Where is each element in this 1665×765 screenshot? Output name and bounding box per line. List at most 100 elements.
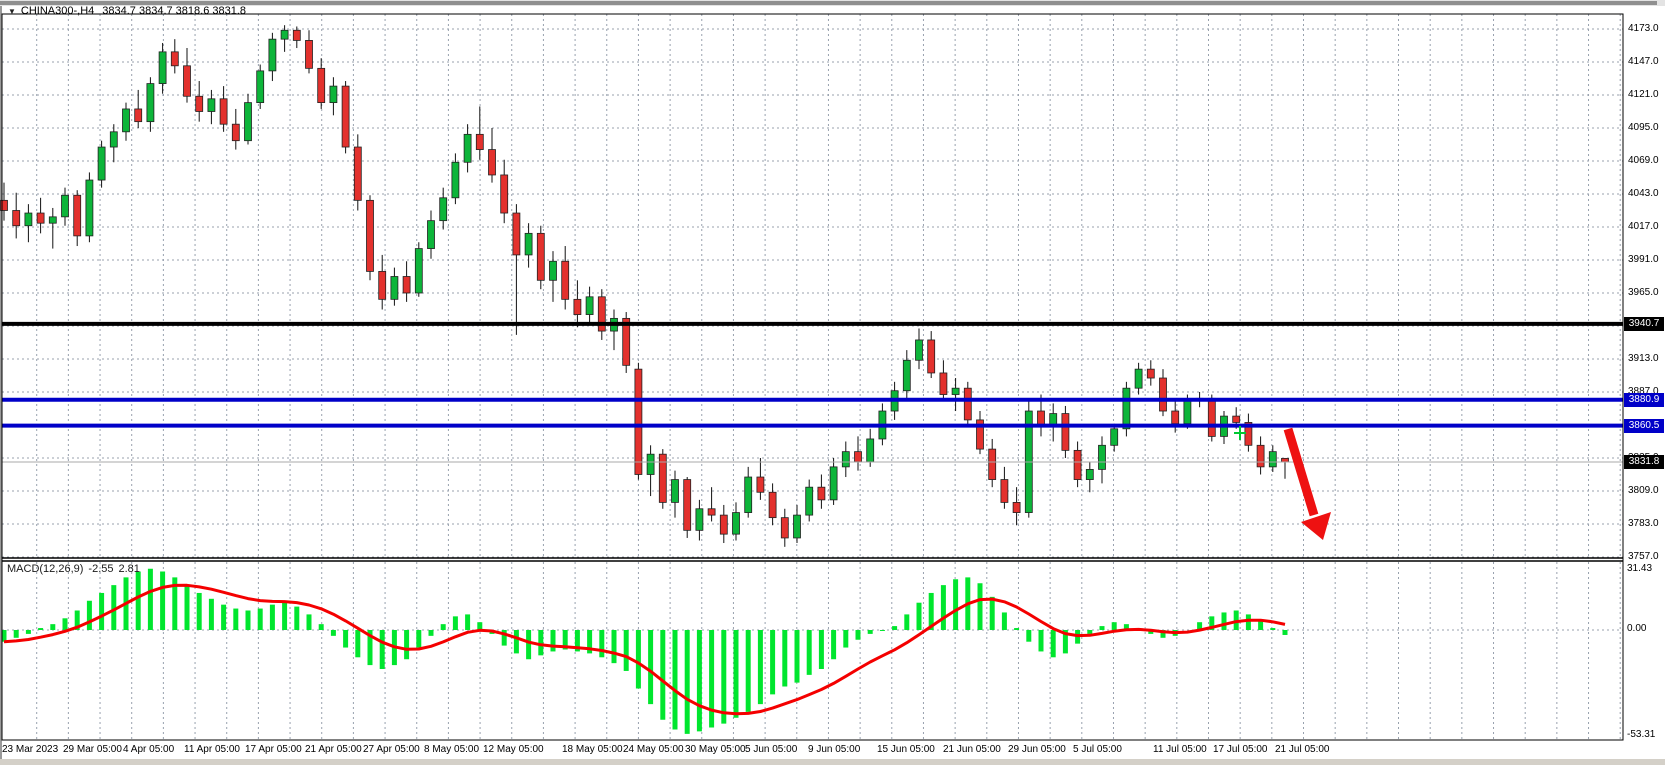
bull-candle[interactable] bbox=[109, 131, 118, 148]
bear-candle[interactable] bbox=[756, 476, 765, 493]
bear-candle[interactable] bbox=[1012, 502, 1021, 513]
bull-candle[interactable] bbox=[146, 83, 155, 123]
bear-candle[interactable] bbox=[1159, 377, 1167, 412]
bull-candle[interactable] bbox=[61, 194, 69, 218]
down-arrow-shaft[interactable] bbox=[1283, 427, 1319, 517]
bear-candle[interactable] bbox=[536, 232, 545, 281]
bear-candle[interactable] bbox=[134, 108, 143, 123]
bear-candle[interactable] bbox=[768, 491, 777, 519]
bear-candle[interactable] bbox=[0, 199, 8, 211]
bear-candle[interactable] bbox=[305, 40, 313, 69]
bear-candle[interactable] bbox=[963, 387, 972, 421]
bull-candle[interactable] bbox=[24, 212, 33, 227]
bull-candle[interactable] bbox=[951, 387, 960, 395]
bull-candle[interactable] bbox=[744, 476, 753, 513]
bull-candle[interactable] bbox=[866, 438, 875, 463]
bull-candle[interactable] bbox=[829, 466, 838, 501]
bear-candle[interactable] bbox=[73, 194, 82, 237]
bull-candle[interactable] bbox=[390, 276, 399, 300]
bull-candle[interactable] bbox=[646, 453, 655, 475]
bull-candle[interactable] bbox=[268, 38, 277, 72]
bear-candle[interactable] bbox=[939, 372, 948, 395]
bear-candle[interactable] bbox=[353, 146, 362, 201]
bear-candle[interactable] bbox=[1256, 444, 1265, 468]
bear-candle[interactable] bbox=[378, 271, 387, 300]
bear-candle[interactable] bbox=[475, 133, 484, 150]
bull-candle[interactable] bbox=[427, 220, 435, 249]
bull-candle[interactable] bbox=[1268, 451, 1277, 468]
bear-candle[interactable] bbox=[597, 296, 606, 332]
bear-candle[interactable] bbox=[36, 212, 45, 224]
bear-candle[interactable] bbox=[366, 199, 374, 272]
bear-candle[interactable] bbox=[1232, 415, 1241, 423]
bull-candle[interactable] bbox=[1122, 387, 1131, 430]
bull-candle[interactable] bbox=[585, 296, 594, 315]
bear-candle[interactable] bbox=[488, 149, 496, 176]
bull-candle[interactable] bbox=[256, 70, 265, 104]
bull-candle[interactable] bbox=[414, 248, 423, 294]
bull-candle[interactable] bbox=[439, 197, 448, 222]
bear-candle[interactable] bbox=[634, 368, 643, 475]
bear-candle[interactable] bbox=[170, 51, 179, 67]
bull-candle[interactable] bbox=[97, 146, 106, 181]
bull-candle[interactable] bbox=[207, 98, 216, 112]
bull-candle[interactable] bbox=[524, 232, 533, 256]
bear-candle[interactable] bbox=[292, 29, 301, 41]
horizontal-scrollbar[interactable] bbox=[0, 0, 1665, 6]
bear-candle[interactable] bbox=[683, 479, 692, 531]
bull-candle[interactable] bbox=[805, 486, 814, 516]
bear-candle[interactable] bbox=[12, 210, 21, 227]
bear-candle[interactable] bbox=[622, 317, 631, 366]
bull-candle[interactable] bbox=[1110, 428, 1119, 446]
bear-candle[interactable] bbox=[1281, 457, 1289, 463]
bear-candle[interactable] bbox=[341, 85, 350, 148]
bull-candle[interactable] bbox=[793, 514, 801, 539]
bear-candle[interactable] bbox=[1207, 397, 1216, 437]
bull-candle[interactable] bbox=[549, 260, 557, 281]
bull-candle[interactable] bbox=[902, 359, 911, 392]
bull-candle[interactable] bbox=[244, 102, 252, 142]
bear-candle[interactable] bbox=[854, 451, 862, 463]
bull-candle[interactable] bbox=[1134, 368, 1143, 389]
bull-candle[interactable] bbox=[158, 51, 167, 84]
bull-candle[interactable] bbox=[732, 512, 740, 535]
bear-candle[interactable] bbox=[231, 123, 240, 142]
bull-candle[interactable] bbox=[841, 451, 850, 468]
bear-candle[interactable] bbox=[195, 95, 204, 112]
bull-candle[interactable] bbox=[122, 108, 130, 133]
bear-candle[interactable] bbox=[817, 486, 826, 501]
bear-candle[interactable] bbox=[561, 260, 570, 300]
scrollbar-thumb[interactable] bbox=[0, 1, 1657, 5]
bear-candle[interactable] bbox=[219, 98, 228, 125]
bull-candle[interactable] bbox=[1098, 444, 1106, 470]
bear-candle[interactable] bbox=[780, 517, 789, 539]
bear-candle[interactable] bbox=[1171, 410, 1180, 425]
bull-candle[interactable] bbox=[451, 161, 460, 199]
bull-candle[interactable] bbox=[1183, 400, 1192, 425]
bull-candle[interactable] bbox=[1085, 469, 1094, 480]
bear-candle[interactable] bbox=[573, 298, 582, 315]
bear-candle[interactable] bbox=[1061, 413, 1070, 451]
down-arrow-head-icon[interactable] bbox=[1301, 512, 1331, 540]
bear-candle[interactable] bbox=[317, 67, 326, 104]
bear-candle[interactable] bbox=[719, 514, 728, 535]
bull-candle[interactable] bbox=[280, 29, 289, 40]
bear-candle[interactable] bbox=[1146, 368, 1155, 379]
bear-candle[interactable] bbox=[707, 508, 716, 516]
bull-candle[interactable] bbox=[463, 133, 472, 163]
bear-candle[interactable] bbox=[512, 212, 521, 256]
bull-candle[interactable] bbox=[329, 85, 338, 104]
bear-candle[interactable] bbox=[976, 419, 984, 450]
bull-candle[interactable] bbox=[85, 179, 94, 237]
bear-candle[interactable] bbox=[927, 339, 936, 374]
bull-candle[interactable] bbox=[48, 216, 57, 224]
bear-candle[interactable] bbox=[1073, 449, 1082, 480]
bear-candle[interactable] bbox=[183, 65, 191, 97]
one-click-collapse-icon[interactable]: ▼ bbox=[8, 7, 16, 16]
bear-candle[interactable] bbox=[500, 174, 509, 214]
bull-candle[interactable] bbox=[915, 339, 923, 361]
bear-candle[interactable] bbox=[1000, 479, 1009, 503]
bear-candle[interactable] bbox=[402, 276, 411, 294]
bull-candle[interactable] bbox=[695, 508, 704, 531]
